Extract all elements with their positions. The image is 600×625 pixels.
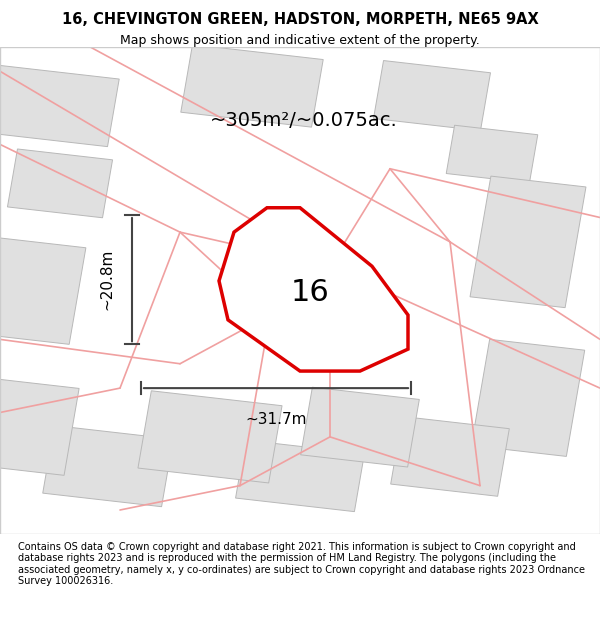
Bar xyxy=(374,61,490,131)
Bar xyxy=(470,176,586,308)
Bar xyxy=(0,379,79,476)
Bar xyxy=(181,44,323,127)
Text: 16, CHEVINGTON GREEN, HADSTON, MORPETH, NE65 9AX: 16, CHEVINGTON GREEN, HADSTON, MORPETH, … xyxy=(62,12,538,27)
Bar xyxy=(138,391,282,483)
Text: ~31.7m: ~31.7m xyxy=(245,412,307,428)
Bar xyxy=(391,416,509,496)
Bar xyxy=(301,388,419,467)
Bar xyxy=(471,339,585,456)
Bar xyxy=(7,149,113,218)
Bar xyxy=(236,440,364,512)
Text: Contains OS data © Crown copyright and database right 2021. This information is : Contains OS data © Crown copyright and d… xyxy=(18,542,585,586)
Bar xyxy=(0,237,86,344)
Text: Map shows position and indicative extent of the property.: Map shows position and indicative extent… xyxy=(120,34,480,47)
Text: ~305m²/~0.075ac.: ~305m²/~0.075ac. xyxy=(210,111,398,129)
Bar xyxy=(43,426,173,507)
Bar xyxy=(0,64,119,147)
Polygon shape xyxy=(219,208,408,371)
Text: 16: 16 xyxy=(290,278,329,307)
Text: ~20.8m: ~20.8m xyxy=(99,249,114,311)
Bar xyxy=(446,125,538,183)
